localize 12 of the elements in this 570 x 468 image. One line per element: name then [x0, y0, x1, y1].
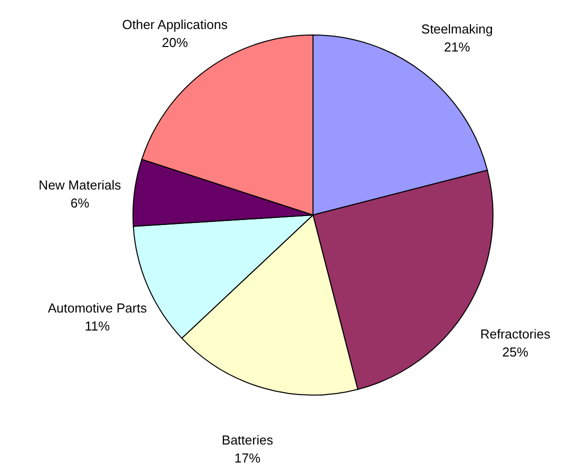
data-label: 21% — [444, 39, 470, 54]
data-label: 11% — [84, 318, 110, 334]
slice-label: Steelmaking — [421, 21, 493, 36]
slice-label: New Materials — [38, 178, 122, 193]
data-label: 20% — [162, 34, 188, 50]
slice-label: Refractories — [480, 326, 551, 342]
data-label: 17% — [234, 450, 261, 466]
slice-label: Automotive Parts — [48, 300, 148, 316]
slice-label: Other Applications — [122, 16, 228, 32]
data-label: 6% — [70, 196, 90, 211]
data-label: 25% — [502, 344, 529, 360]
slice-label: Batteries — [222, 432, 274, 448]
